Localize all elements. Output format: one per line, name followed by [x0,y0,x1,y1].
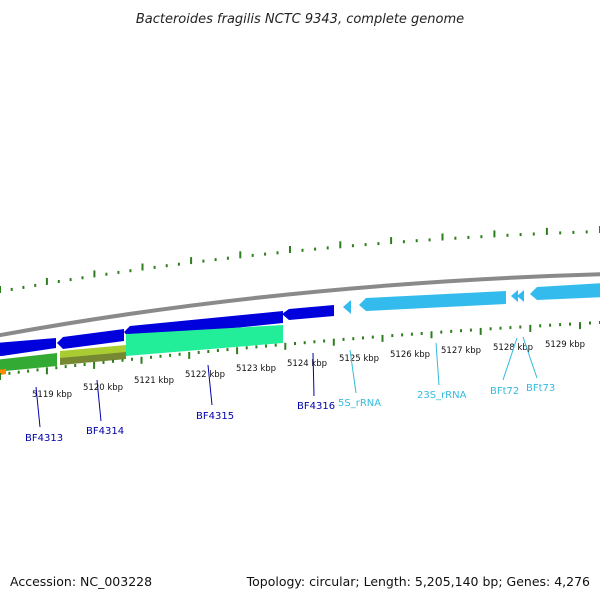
rna-feature [517,290,524,302]
rna-feature [511,290,518,302]
leader-line [435,342,440,386]
gene-label: 5S_rRNA [338,398,381,409]
ruler-label: 5119 kbp [32,390,72,400]
green-feature [0,353,57,372]
ruler-label: 5120 kbp [83,383,123,393]
cds-feature [0,338,56,356]
leader-line [96,379,102,422]
leader-line [502,337,518,381]
map-title: Bacteroides fragilis NCTC 9343, complete… [136,12,464,27]
gene-label: BF4314 [86,426,124,437]
ruler-label: 5122 kbp [185,370,225,380]
accession-text: Accession: NC_003228 [10,574,152,589]
orange-feature [0,369,6,376]
olive-feature [60,352,126,365]
gene-label: BFt72 [490,386,519,397]
leader-line [349,349,357,394]
genome-summary-text: Topology: circular; Length: 5,205,140 bp… [246,574,590,589]
ruler-label: 5127 kbp [441,346,481,356]
gene-leaders [35,336,538,428]
cds-feature [57,329,124,349]
mint-feature [126,325,283,356]
gene-label: BF4316 [297,401,335,412]
ruler-label: 5125 kbp [339,354,379,364]
outer-tick-ring [0,226,600,293]
inner-tick-ring [0,321,600,380]
gene-label: BF4315 [196,411,234,422]
ruler-label: 5129 kbp [545,340,585,350]
gene-label: BFt73 [526,383,555,394]
rna-feature [530,283,600,300]
leader-line [35,386,41,428]
ruler-label: 5128 kbp [493,343,533,353]
leader-line [522,336,538,379]
ruler-label: 5121 kbp [134,376,174,386]
leader-line [312,352,315,397]
gene-labels: BF4313 BF4314 BF4315 BF4316 5S_rRNA 23S_… [25,383,555,444]
ruler-label: 5123 kbp [236,364,276,374]
leader-line [207,364,213,406]
cds-feature [282,305,334,320]
gene-label: BF4313 [25,433,63,444]
ruler-label: 5126 kbp [390,350,430,360]
rna-feature [343,300,351,314]
reverse-strand-features [0,325,283,376]
backbone-arc [0,272,600,338]
gene-label: 23S_rRNA [417,390,467,401]
ruler: 5119 kbp 5120 kbp 5121 kbp 5122 kbp 5123… [32,340,585,400]
ruler-label: 5124 kbp [287,359,327,369]
rna-feature [359,291,506,311]
